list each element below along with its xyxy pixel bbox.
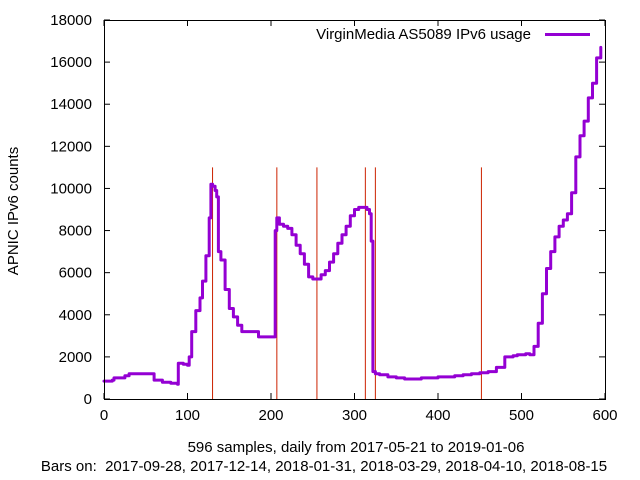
vertical-bars [212, 167, 482, 399]
y-tick-label: 14000 [50, 96, 92, 113]
y-tick-label: 10000 [50, 180, 92, 197]
y-tick-label: 2000 [59, 349, 92, 366]
y-tick-label: 16000 [50, 54, 92, 71]
y-tick-label: 18000 [50, 12, 92, 29]
y-tick-label: 8000 [59, 223, 92, 240]
series-line [102, 45, 603, 386]
x-tick-label: 300 [342, 407, 367, 424]
legend: VirginMedia AS5089 IPv6 usage [316, 26, 590, 43]
y-tick-label: 4000 [59, 307, 92, 324]
bars-caption: Bars on: 2017-09-28, 2017-12-14, 2018-01… [41, 458, 607, 475]
x-tick-label: 100 [175, 407, 200, 424]
series-lines [102, 45, 603, 386]
x-tick-label: 200 [258, 407, 283, 424]
y-tick-label: 6000 [59, 265, 92, 282]
x-tick-label: 500 [509, 407, 534, 424]
x-tick-label: 400 [425, 407, 450, 424]
x-axis-ticks: 0 100 200 300 400 500 600 [100, 20, 618, 424]
y-tick-label: 12000 [50, 138, 92, 155]
x-tick-label: 0 [100, 407, 108, 424]
legend-label: VirginMedia AS5089 IPv6 usage [316, 26, 531, 43]
x-tick-label: 600 [592, 407, 617, 424]
x-axis-label: 596 samples, daily from 2017-05-21 to 20… [188, 439, 525, 456]
y-tick-label: 0 [84, 391, 92, 408]
y-axis-label: APNIC IPv6 counts [5, 147, 22, 275]
y-axis-ticks: 0 2000 4000 6000 8000 10000 12000 14000 16000 180… [50, 12, 605, 408]
